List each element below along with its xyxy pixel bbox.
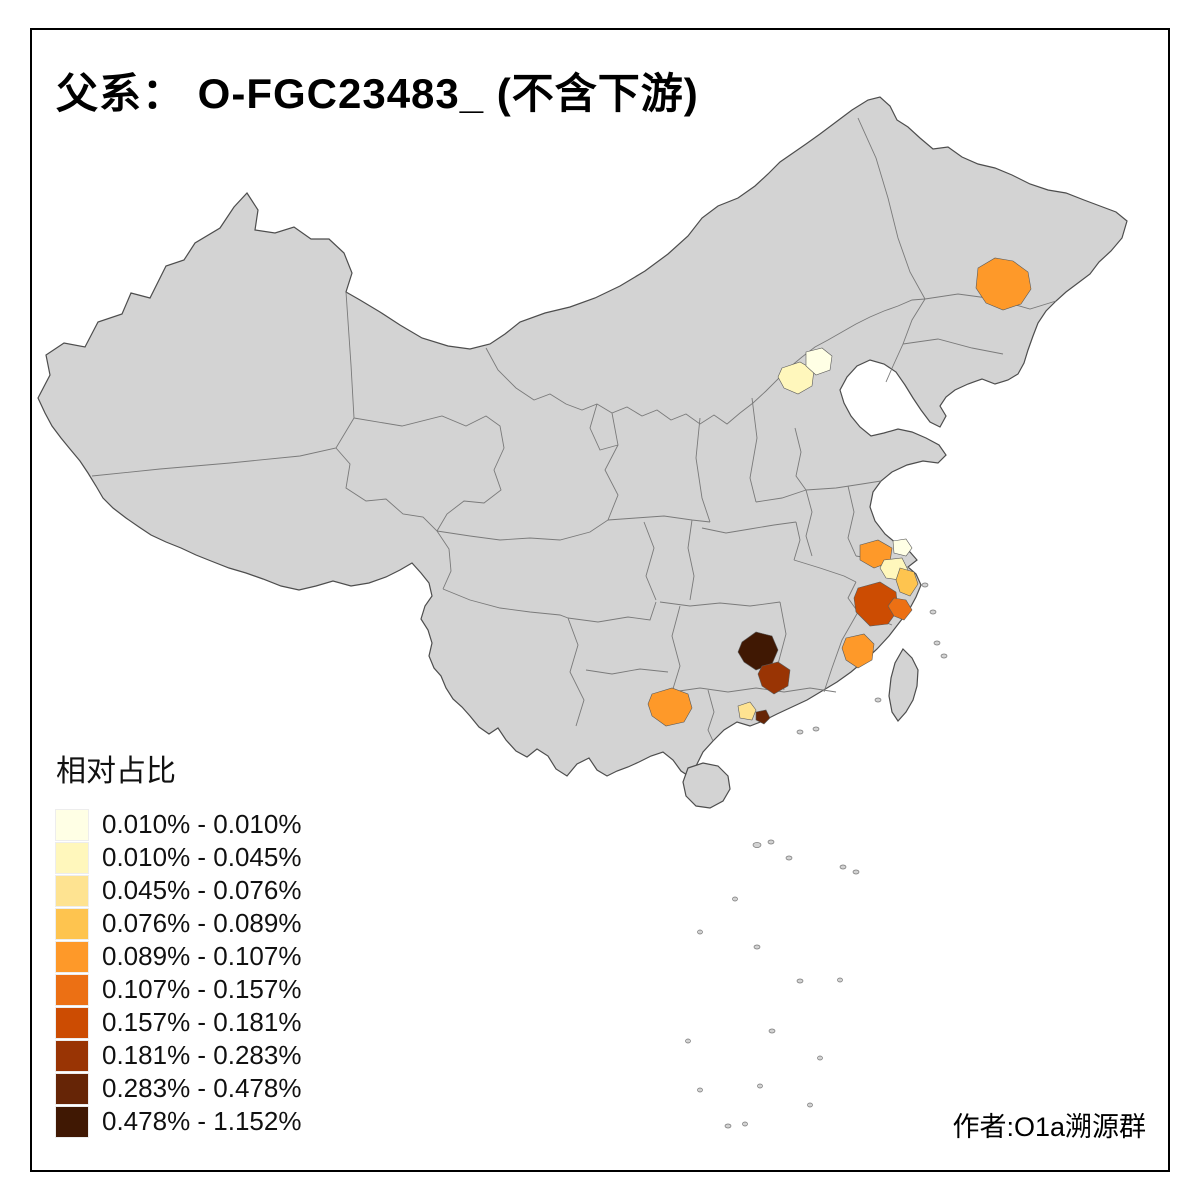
legend-label: 0.010% - 0.010% [102, 809, 302, 839]
legend-swatch [55, 808, 89, 841]
plot-border [30, 28, 1170, 1172]
legend-label: 0.157% - 0.181% [102, 1007, 302, 1037]
mainland-shape [37, 96, 1128, 778]
colored-regions [647, 257, 1032, 727]
legend-row: 0.283% - 0.478% [55, 1072, 302, 1105]
legend-label: 0.089% - 0.107% [102, 941, 302, 971]
landmass [37, 96, 1128, 809]
legend-swatch [55, 907, 89, 940]
legend-row: 0.181% - 0.283% [55, 1039, 302, 1072]
region-zhejiang-coast [887, 597, 913, 621]
region-pearl-delta-light [737, 701, 757, 721]
legend-swatch [55, 1105, 89, 1138]
page-title: 父系： O-FGC23483_ (不含下游) [56, 70, 699, 117]
legend-label: 0.010% - 0.045% [102, 842, 302, 872]
region-delta-shanghai [892, 538, 913, 557]
legend-label: 0.045% - 0.076% [102, 875, 302, 905]
legend-swatch [55, 1006, 89, 1039]
region-fujian-coast [841, 633, 875, 669]
region-guangxi [647, 687, 693, 727]
region-zhejiang-west [853, 581, 899, 627]
legend-swatch [55, 1072, 89, 1105]
legend-row: 0.010% - 0.010% [55, 808, 302, 841]
legend-label: 0.107% - 0.157% [102, 974, 302, 1004]
legend-row: 0.478% - 1.152% [55, 1105, 302, 1138]
province-borders [91, 117, 1057, 742]
legend-label: 0.076% - 0.089% [102, 908, 302, 938]
legend-row: 0.089% - 0.107% [55, 940, 302, 973]
legend-swatch [55, 940, 89, 973]
legend-row: 0.010% - 0.045% [55, 841, 302, 874]
legend-row: 0.045% - 0.076% [55, 874, 302, 907]
region-hunan-southeast [757, 661, 791, 695]
legend-row: 0.107% - 0.157% [55, 973, 302, 1006]
legend-title: 相对占比 [56, 755, 176, 788]
legend-swatch [55, 874, 89, 907]
legend-label: 0.478% - 1.152% [102, 1106, 302, 1136]
legend-row: 0.076% - 0.089% [55, 907, 302, 940]
legend-swatch [55, 973, 89, 1006]
region-zhejiang-ne [895, 567, 919, 597]
region-beijing-cream [805, 347, 833, 376]
legend-row: 0.157% - 0.181% [55, 1006, 302, 1039]
legend-swatch [55, 841, 89, 874]
taiwan-island [888, 648, 919, 722]
region-beijing-pale [777, 361, 815, 395]
legend-label: 0.181% - 0.283% [102, 1040, 302, 1070]
sea-islands [685, 582, 948, 1129]
attribution: 作者:O1a溯源群 [952, 1112, 1146, 1142]
legend: 相对占比 0.010% - 0.010% 0.010% - 0.045% 0.0… [55, 746, 302, 1138]
region-northeast-harbin [975, 257, 1032, 311]
hainan-island [682, 762, 731, 809]
legend-label: 0.283% - 0.478% [102, 1073, 302, 1103]
legend-swatch [55, 1039, 89, 1072]
region-pearl-delta-dark [755, 709, 771, 725]
